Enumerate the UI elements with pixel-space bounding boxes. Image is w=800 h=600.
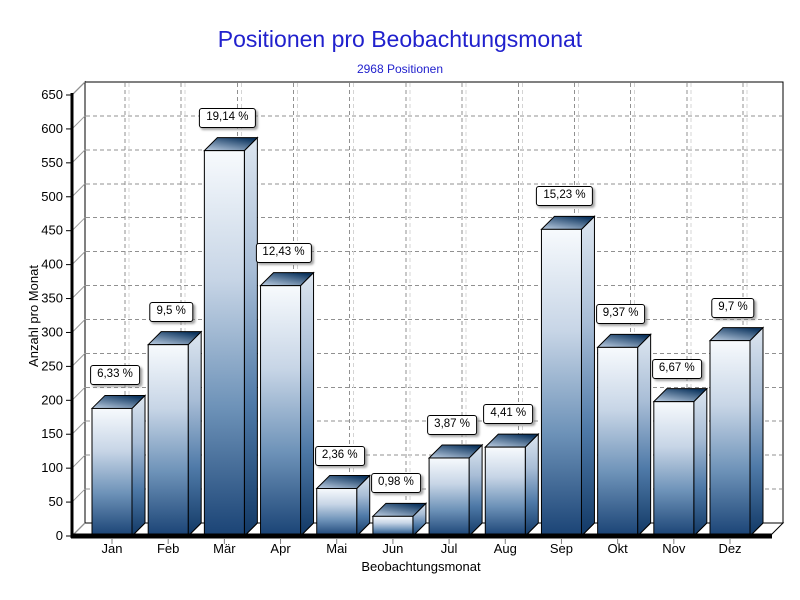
y-tick-label: 250 [41, 358, 63, 373]
bar-front-face [540, 228, 582, 537]
bar-value-label: 4,41 % [483, 404, 534, 425]
bar-value-label: 9,5 % [149, 301, 193, 322]
y-tick-label: 150 [41, 426, 63, 441]
bar-side-face [468, 443, 483, 538]
bar-dez [708, 326, 765, 538]
bar-apr [259, 271, 315, 538]
x-tick-label: Okt [608, 541, 629, 556]
y-tick-label: 350 [41, 291, 63, 306]
y-tick-label: 200 [41, 392, 63, 407]
bar-side-face [693, 387, 708, 538]
chart-title: Positionen pro Beobachtungsmonat [217, 26, 583, 52]
x-tick-label: Sep [550, 541, 573, 556]
bar-value-label: 15,23 % [536, 186, 593, 207]
bar-front-face [709, 340, 751, 537]
bar-value-label: 6,67 % [651, 358, 702, 379]
wall-tick-diagonal [71, 183, 86, 198]
bar-side-face [187, 330, 202, 538]
bar-front-face [597, 346, 639, 537]
bar-side-face [637, 333, 652, 538]
bars [90, 136, 765, 538]
x-axis-title: Beobachtungsmonat [361, 559, 481, 574]
bar-value-label: 19,14 % [199, 107, 256, 128]
x-tick-label: Dez [718, 541, 741, 556]
x-tick-label: Jan [102, 541, 123, 556]
bar-side-face [243, 136, 258, 538]
bar-front-face [484, 446, 526, 537]
y-axis-title: Anzahl pro Monat [26, 265, 41, 367]
x-tick-label: Feb [157, 541, 179, 556]
x-tick-label: Nov [662, 541, 686, 556]
y-tick-label: 300 [41, 324, 63, 339]
bar-side-face [749, 326, 764, 538]
y-tick-label: 500 [41, 189, 63, 204]
bar-front-face [428, 457, 470, 537]
bar-side-face [580, 215, 595, 538]
bar-front-face [372, 515, 414, 537]
y-tick-label: 0 [56, 528, 63, 543]
bar-jun [371, 502, 428, 538]
bar-okt [596, 333, 652, 538]
bar-value-label: 9,7 % [711, 297, 755, 318]
wall-tick-diagonal [71, 251, 86, 265]
bar-value-label: 9,37 % [595, 304, 646, 325]
y-tick-label: 650 [41, 87, 63, 102]
y-tick-label: 450 [41, 223, 63, 238]
bar-mär [203, 136, 259, 538]
wall-tick-diagonal [71, 353, 86, 367]
wall-tick-diagonal [71, 285, 86, 299]
bar-value-label: 12,43 % [255, 242, 312, 263]
bar-mai [315, 474, 371, 538]
y-tick-label: 550 [41, 155, 63, 170]
wall-tick-diagonal [71, 319, 86, 333]
wall-tick-diagonal [71, 217, 86, 232]
bar-value-label: 6,33 % [90, 365, 140, 386]
wall-tick-diagonal [71, 420, 86, 435]
left-wall [71, 80, 86, 538]
bar-side-face [524, 432, 539, 538]
x-tick-label: Jun [382, 541, 403, 556]
bar-value-label: 3,87 % [427, 414, 477, 435]
chart-subtitle: 2968 Positionen [356, 62, 444, 76]
bar-front-face [260, 285, 302, 537]
y-tick-label: 100 [41, 460, 63, 475]
bar-value-label: 0,98 % [371, 473, 421, 494]
bar-feb [146, 330, 203, 538]
y-tick-label: 600 [41, 121, 63, 136]
bar-front-face [316, 488, 358, 537]
bar-front-face [653, 401, 695, 537]
bar-side-face [300, 271, 315, 538]
wall-tick-diagonal [71, 454, 86, 469]
y-tick-label: 50 [49, 494, 63, 509]
bar-front-face [147, 344, 189, 537]
wall-tick-diagonal [71, 149, 86, 164]
wall-tick-diagonal [71, 81, 86, 96]
bar-sep [540, 215, 596, 538]
x-tick-label: Aug [494, 541, 517, 556]
x-tick-label: Jul [441, 541, 458, 556]
bar-jul [427, 443, 484, 538]
axis-text: 0 50 100 150 200 250 300 350 400 450 500 550 600 650 J… [41, 87, 741, 556]
x-tick-label: Mär [213, 541, 236, 556]
bar-side-face [131, 394, 146, 538]
bar-aug [484, 432, 540, 538]
bar-front-face [91, 407, 133, 537]
bar-jan [90, 394, 147, 538]
bar-nov [652, 387, 709, 538]
wall-tick-diagonal [71, 386, 86, 401]
wall-tick-diagonal [71, 115, 86, 130]
y-tick-label: 400 [41, 257, 63, 272]
bar-value-label: 2,36 % [314, 445, 365, 466]
bar-front-face [203, 150, 245, 537]
x-tick-label: Mai [326, 541, 347, 556]
x-tick-label: Apr [270, 541, 291, 556]
wall-tick-diagonal [71, 488, 86, 503]
